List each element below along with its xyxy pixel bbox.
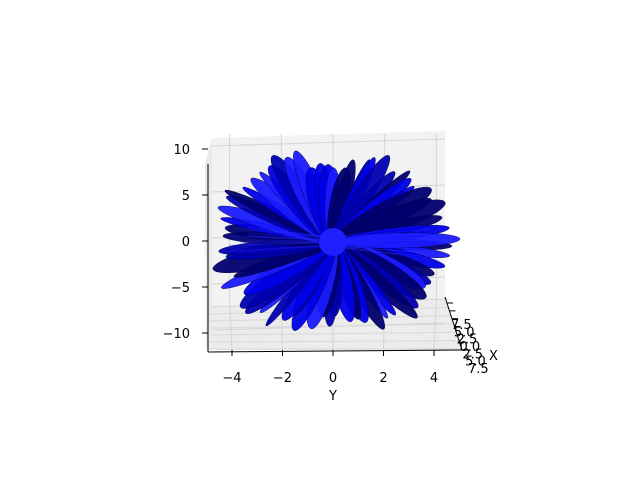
y-axis-ticks: −4 −2 0 2 4 [222, 350, 438, 386]
y-tick-label-0: −4 [222, 371, 241, 386]
surface-core [319, 228, 347, 256]
z-tick-label-4: −10 [163, 327, 190, 342]
y-tick-label-2: 0 [329, 371, 337, 386]
y-axis-label: Y [328, 389, 337, 404]
x-tick-label-6: 7.5 [468, 362, 489, 377]
z-tick-label-3: −5 [171, 281, 190, 296]
x-axis-ticks: 7.55.02.50.02.55.07.5 [447, 303, 489, 377]
x-axis-label: X [489, 349, 498, 364]
z-tick-label-0: 10 [173, 143, 190, 158]
y-tick-label-1: −2 [273, 371, 292, 386]
z-tick-label-1: 5 [182, 189, 190, 204]
y-tick-label-3: 2 [379, 371, 387, 386]
z-tick-label-2: 0 [182, 235, 190, 250]
z-axis-ticks: 10 5 0 −5 −10 [163, 143, 208, 342]
y-tick-label-4: 4 [430, 371, 438, 386]
